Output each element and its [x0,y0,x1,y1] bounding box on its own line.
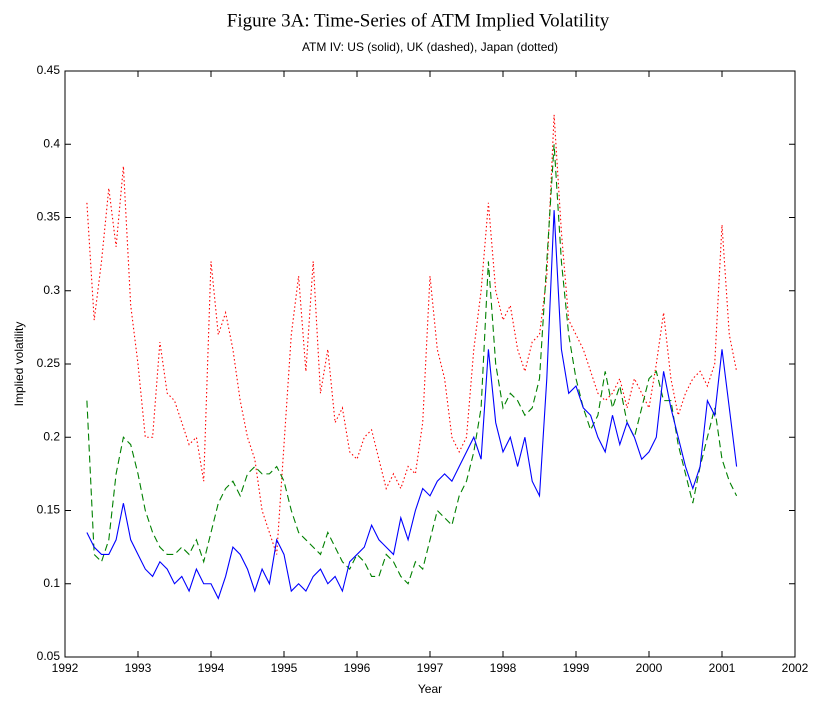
x-tick-label: 1997 [417,661,444,675]
y-tick-label: 0.2 [43,429,60,443]
x-tick-label: 1993 [125,661,152,675]
x-tick-label: 1998 [490,661,517,675]
x-axis-label: Year [418,682,442,696]
x-tick-label: 1992 [52,661,79,675]
y-axis-label: Implied volatility [12,322,26,407]
y-tick-label: 0.45 [37,63,61,77]
y-tick-label: 0.3 [43,283,60,297]
x-tick-label: 1995 [271,661,298,675]
chart-title: Figure 3A: Time-Series of ATM Implied Vo… [227,10,610,31]
plot-frame [64,70,796,658]
x-tick-label: 2001 [709,661,736,675]
y-tick-label: 0.35 [37,210,61,224]
y-tick-label: 0.15 [37,503,61,517]
x-tick-label: 2000 [636,661,663,675]
series-line [86,114,738,555]
chart-subtitle: ATM IV: US (solid), UK (dashed), Japan (… [302,40,558,54]
x-tick-label: 1999 [563,661,590,675]
y-tick-label: 0.4 [43,136,60,150]
x-tick-label: 1994 [198,661,225,675]
x-tick-label: 2002 [782,661,809,675]
series-line [86,144,738,585]
y-tick-label: 0.05 [37,649,61,663]
series-line [86,210,738,600]
x-tick-label: 1996 [344,661,371,675]
y-tick-label: 0.25 [37,356,61,370]
y-tick-label: 0.1 [43,576,60,590]
